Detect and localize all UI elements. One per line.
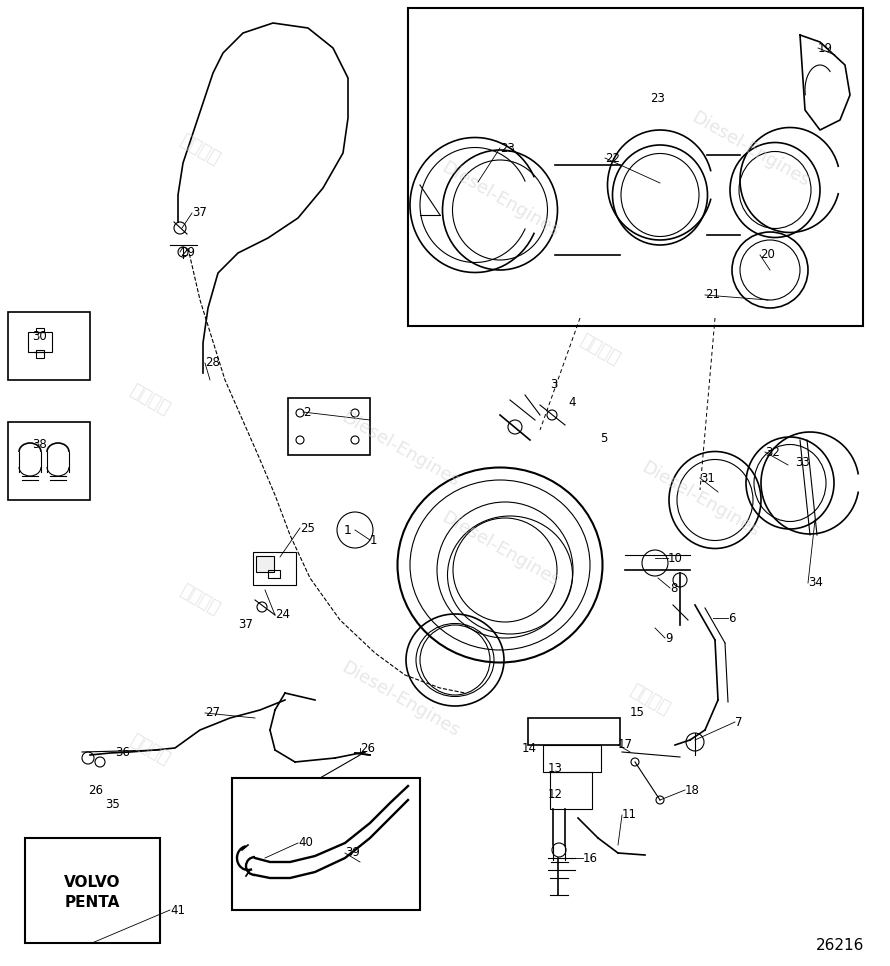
Text: 11: 11 (622, 809, 637, 821)
Bar (36, 350, 44, 358)
Text: 5: 5 (600, 432, 607, 444)
Text: 12: 12 (548, 788, 563, 802)
Text: 37: 37 (192, 207, 206, 219)
Text: 18: 18 (685, 783, 700, 797)
Bar (28, 332, 52, 352)
Text: 2: 2 (303, 406, 311, 418)
Text: 26: 26 (360, 742, 375, 754)
Text: 41: 41 (170, 903, 185, 917)
Text: 1: 1 (344, 524, 352, 536)
Text: 35: 35 (105, 799, 120, 811)
Bar (543, 745, 601, 772)
Text: 33: 33 (795, 457, 810, 469)
Text: 28: 28 (205, 356, 220, 370)
Text: 39: 39 (345, 846, 360, 860)
Text: 紫发动力: 紫发动力 (127, 382, 174, 418)
Text: 4: 4 (568, 395, 576, 409)
Bar (8, 312, 90, 380)
Text: 紫发动力: 紫发动力 (177, 582, 223, 618)
Text: 40: 40 (298, 837, 313, 849)
Text: 26216: 26216 (816, 937, 864, 952)
Text: 紫发动力: 紫发动力 (577, 331, 623, 369)
Text: 29: 29 (180, 245, 195, 259)
Text: 1: 1 (370, 533, 377, 547)
Text: 21: 21 (705, 289, 720, 301)
Bar (232, 778, 420, 910)
Text: PENTA: PENTA (65, 895, 120, 910)
Text: 27: 27 (205, 706, 220, 720)
Text: 9: 9 (665, 632, 673, 644)
Text: 10: 10 (668, 552, 683, 564)
Text: 23: 23 (650, 92, 665, 104)
Text: 31: 31 (700, 471, 715, 485)
Text: 19: 19 (818, 42, 833, 54)
Text: 34: 34 (808, 577, 823, 589)
Text: Diesel-Engines: Diesel-Engines (438, 509, 562, 591)
Bar (253, 552, 296, 585)
Bar (268, 570, 280, 578)
Text: 26: 26 (88, 783, 103, 797)
Bar (25, 838, 160, 943)
Text: 紫发动力: 紫发动力 (177, 131, 223, 168)
Text: 32: 32 (765, 445, 780, 459)
Bar (256, 556, 274, 572)
Text: 17: 17 (618, 738, 633, 752)
Text: 20: 20 (760, 248, 775, 262)
Bar (8, 422, 90, 500)
Text: 30: 30 (32, 329, 47, 343)
Text: 13: 13 (548, 761, 562, 775)
Text: 15: 15 (630, 705, 645, 719)
Bar (288, 398, 370, 455)
Text: 6: 6 (728, 611, 735, 624)
Text: 38: 38 (32, 439, 47, 451)
Text: Diesel-Engines: Diesel-Engines (638, 459, 762, 541)
Text: 7: 7 (735, 716, 742, 728)
Text: VOLVO: VOLVO (64, 875, 121, 890)
Bar (408, 8, 863, 326)
Text: 14: 14 (522, 742, 537, 754)
Text: Diesel-Engines: Diesel-Engines (438, 158, 562, 242)
Text: 24: 24 (275, 609, 290, 621)
Bar (550, 772, 592, 809)
Text: 22: 22 (605, 152, 620, 164)
Text: Diesel-Engines: Diesel-Engines (688, 109, 813, 191)
Text: 25: 25 (300, 522, 315, 534)
Text: 16: 16 (583, 851, 598, 865)
Text: Diesel-Engines: Diesel-Engines (338, 659, 462, 741)
Bar (36, 328, 44, 332)
Text: Diesel-Engines: Diesel-Engines (338, 409, 462, 491)
Text: 8: 8 (670, 582, 677, 594)
Text: 3: 3 (550, 379, 557, 391)
Text: 紫发动力: 紫发动力 (127, 731, 174, 769)
Text: 37: 37 (238, 618, 253, 632)
Text: 23: 23 (500, 141, 515, 155)
Bar (528, 718, 620, 745)
Text: 36: 36 (115, 747, 130, 759)
Text: 紫发动力: 紫发动力 (627, 681, 673, 719)
